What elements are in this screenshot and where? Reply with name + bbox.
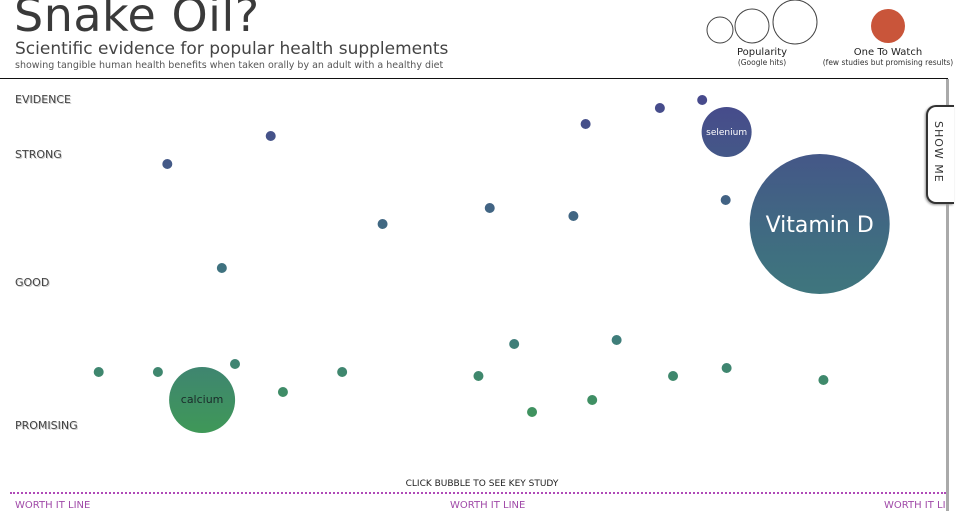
- legend-watch-dot: [871, 9, 905, 43]
- legend-popularity-medium: [734, 8, 770, 44]
- bubble[interactable]: [818, 375, 829, 385]
- y-tick-good: GOOD: [15, 276, 50, 289]
- worth-it-label-right: WORTH IT LINE: [884, 500, 946, 511]
- legend-watch-sub: (few studies but promising results): [822, 58, 954, 67]
- panel-edge: [946, 79, 949, 511]
- legend-popularity-large: [772, 0, 818, 45]
- bubble[interactable]: [162, 159, 173, 169]
- bubble[interactable]: [668, 371, 679, 381]
- bubble[interactable]: [152, 367, 163, 377]
- bubble[interactable]: [580, 119, 591, 129]
- show-me-tab[interactable]: SHOW ME: [926, 105, 954, 204]
- legend-popularity-sub: (Google hits): [737, 58, 787, 67]
- legend-watch-label: One To Watch: [853, 47, 923, 58]
- bubble-selenium[interactable]: [701, 107, 752, 157]
- bubble[interactable]: [93, 367, 104, 377]
- bubble[interactable]: [654, 103, 665, 113]
- bubble[interactable]: [527, 407, 538, 417]
- header-divider: [0, 78, 948, 79]
- worth-it-label-left: WORTH IT LINE: [15, 500, 91, 511]
- y-tick-strong: STRONG: [15, 148, 62, 161]
- click-hint: CLICK BUBBLE TO SEE KEY STUDY: [405, 479, 559, 489]
- bubble[interactable]: [216, 263, 227, 273]
- show-me-label: SHOW ME: [932, 121, 945, 183]
- bubble[interactable]: [568, 211, 579, 221]
- description: showing tangible human health benefits w…: [15, 60, 444, 71]
- bubble[interactable]: [337, 367, 348, 377]
- legend-popularity-small: [706, 16, 734, 44]
- legend-popularity: Popularity (Google hits): [722, 47, 802, 67]
- bubble[interactable]: [377, 219, 388, 229]
- worth-it-line: [10, 492, 946, 494]
- bubble-calcium[interactable]: [169, 367, 236, 433]
- bubble[interactable]: [509, 339, 520, 349]
- legend-popularity-label: Popularity: [736, 47, 788, 58]
- bubble[interactable]: [611, 335, 622, 345]
- bubble[interactable]: [473, 371, 484, 381]
- y-axis-title: EVIDENCE: [15, 93, 71, 106]
- bubble[interactable]: [277, 387, 288, 397]
- legend-watch: One To Watch (few studies but promising r…: [812, 47, 964, 67]
- subtitle: Scientific evidence for popular health s…: [15, 39, 449, 59]
- bubble[interactable]: [721, 363, 732, 373]
- bubble[interactable]: [265, 131, 276, 141]
- page-title: Snake Oil?: [14, 0, 260, 42]
- bubble-vitamin-d[interactable]: [749, 154, 890, 294]
- bubble[interactable]: [697, 95, 708, 105]
- worth-it-label-center: WORTH IT LINE: [450, 500, 526, 511]
- y-tick-promising: PROMISING: [15, 419, 78, 432]
- bubble[interactable]: [720, 195, 731, 205]
- bubble[interactable]: [230, 359, 240, 369]
- bubble[interactable]: [484, 203, 495, 213]
- bubble[interactable]: [587, 395, 598, 405]
- legend-graphics: [706, 0, 905, 45]
